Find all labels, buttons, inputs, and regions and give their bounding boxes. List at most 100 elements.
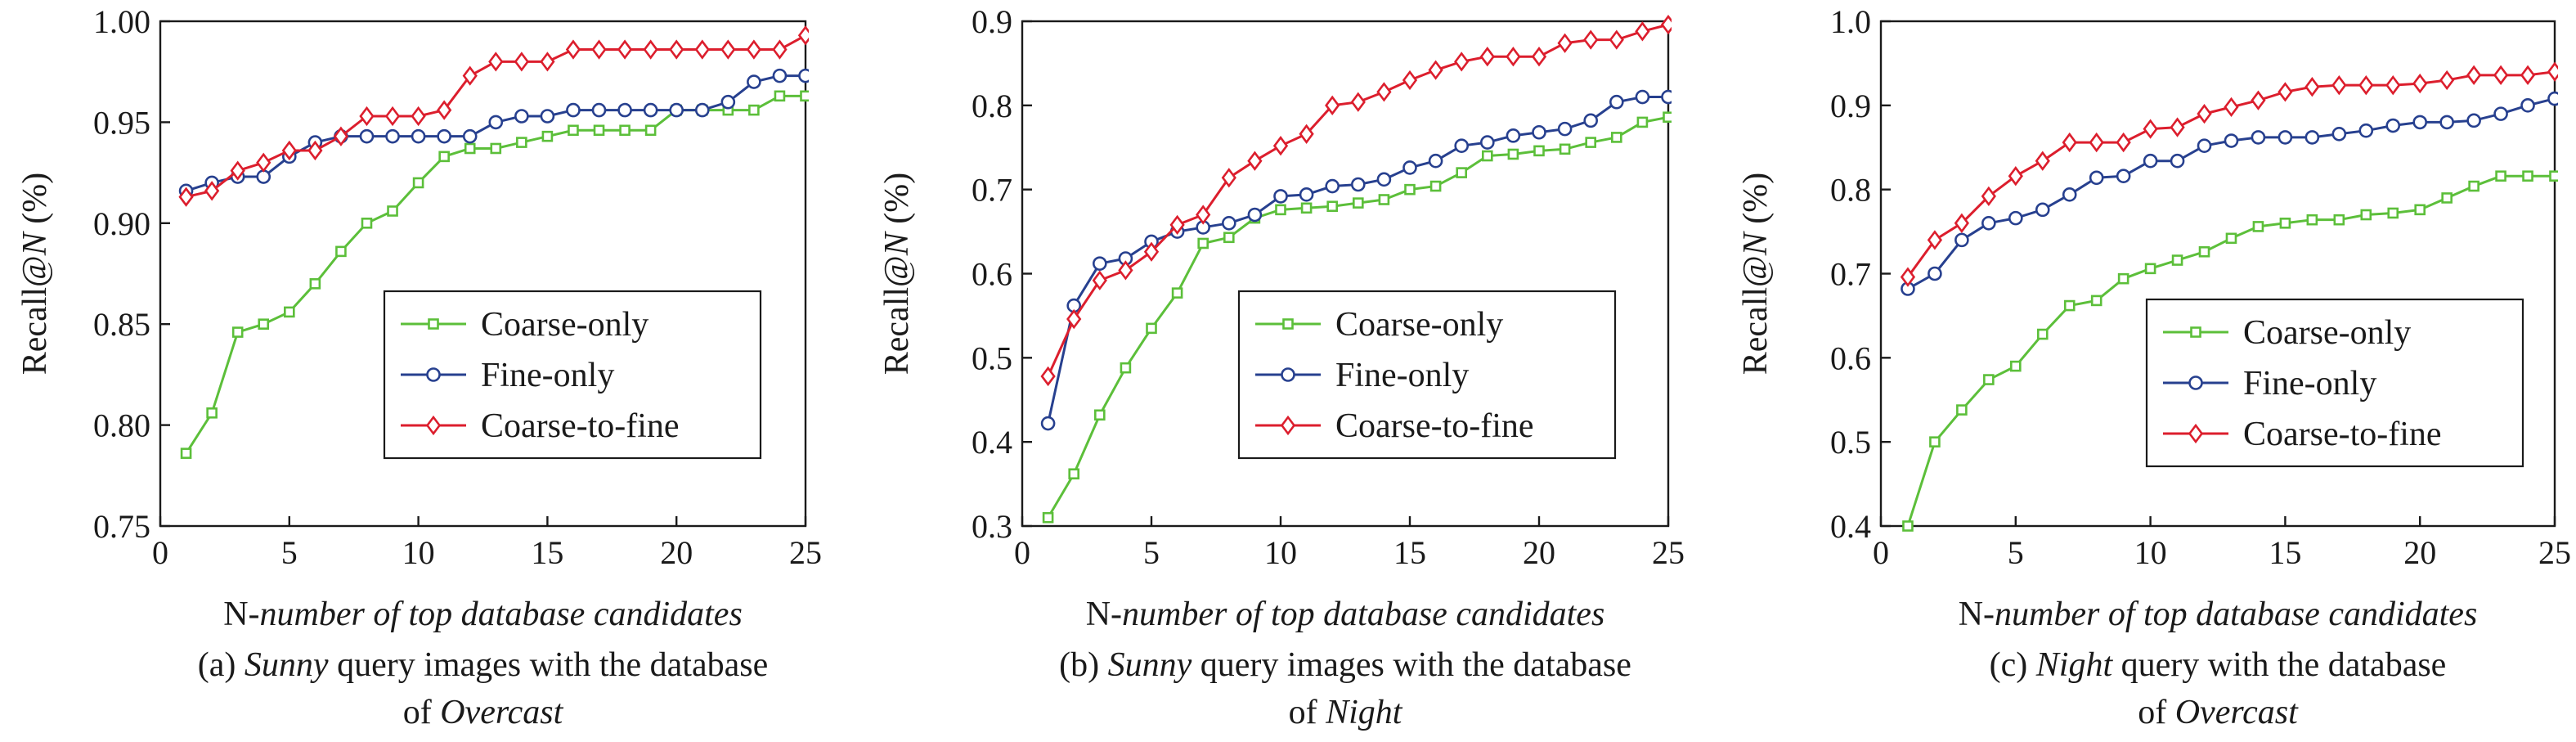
- series-coarse-to-fine: [1040, 14, 1672, 387]
- data-point: [1480, 135, 1495, 150]
- legend-label: Coarse-to-fine: [481, 407, 680, 445]
- y-tick-label: 0.90: [93, 205, 150, 242]
- legend-label: Fine-only: [1335, 357, 1469, 394]
- data-point: [359, 106, 375, 127]
- data-point: [2116, 169, 2131, 184]
- data-point: [488, 115, 504, 130]
- data-point: [2466, 113, 2481, 128]
- legend-label: Coarse-to-fine: [1335, 407, 1534, 445]
- legend: Coarse-only Fine-only Coarse-to-fine: [383, 290, 762, 460]
- x-tick-label: 25: [2538, 534, 2571, 571]
- legend-label: Coarse-only: [481, 306, 648, 344]
- data-point: [2278, 82, 2293, 102]
- data-point: [1325, 95, 1340, 115]
- data-point: [1635, 21, 1650, 42]
- data-point: [1299, 187, 1314, 202]
- caption-line-2: of Night: [1289, 694, 1403, 731]
- data-point: [2385, 118, 2401, 133]
- data-point: [411, 106, 426, 127]
- data-point: [438, 151, 450, 163]
- data-point: [1143, 241, 1160, 262]
- y-tick-label: 0.5: [972, 340, 1012, 376]
- series-fine-only: [1901, 91, 2558, 296]
- data-point: [2279, 217, 2291, 229]
- data-point: [1120, 362, 1132, 374]
- data-point: [1428, 60, 1443, 80]
- data-point: [1404, 183, 1416, 196]
- data-point: [178, 187, 194, 207]
- data-point: [619, 124, 631, 137]
- chart-panel-1: 0 5 10 15 20 25 0.75 0.80 0.85 0.90 0.95 1.00 Recall…: [16, 3, 822, 731]
- data-point: [1902, 520, 1914, 532]
- data-point: [1040, 366, 1056, 387]
- data-point: [540, 109, 555, 124]
- data-point: [2198, 245, 2210, 258]
- x-tick-label: 25: [1652, 534, 1685, 571]
- chart-panel-3: 0 5 10 15 20 25 0.4 0.5 0.6 0.7 0.8 0.9 1.0 Recall@N …: [1737, 3, 2571, 731]
- data-point: [1197, 237, 1209, 250]
- data-point: [2549, 170, 2558, 182]
- data-point: [720, 94, 736, 110]
- data-point: [231, 326, 244, 338]
- data-point: [2439, 70, 2455, 91]
- data-point: [2493, 65, 2509, 85]
- data-point: [797, 25, 809, 46]
- data-point: [1954, 213, 1970, 233]
- data-point: [2008, 166, 2023, 187]
- data-point: [1247, 207, 1263, 223]
- legend: Coarse-only Fine-only Coarse-to-fine: [1237, 290, 1617, 460]
- data-point: [694, 39, 710, 60]
- data-point: [307, 140, 323, 161]
- data-point: [2387, 207, 2399, 219]
- data-point: [2036, 328, 2049, 340]
- data-point: [1454, 52, 1470, 72]
- data-point: [385, 128, 400, 144]
- data-point: [281, 140, 297, 161]
- x-tick-label: 5: [281, 534, 298, 571]
- legend-marker: [2188, 423, 2204, 444]
- data-point: [643, 39, 658, 60]
- y-tick-label: 0.7: [1830, 256, 1871, 293]
- data-point: [2333, 214, 2345, 226]
- data-point: [1929, 436, 1941, 447]
- data-point: [774, 90, 786, 102]
- data-point: [1928, 266, 1942, 281]
- y-tick-label: 1.0: [1830, 3, 1871, 40]
- data-point: [1350, 92, 1366, 112]
- data-point: [1557, 33, 1573, 53]
- data-point: [333, 126, 349, 146]
- data-point: [1118, 260, 1133, 281]
- data-point: [1583, 113, 1598, 128]
- data-point: [1066, 308, 1082, 330]
- data-point: [2441, 192, 2453, 204]
- data-point: [464, 142, 476, 155]
- legend-label: Coarse-only: [1335, 306, 1503, 344]
- y-tick-label: 0.9: [1830, 88, 1871, 124]
- data-point: [746, 39, 762, 60]
- data-point: [1661, 89, 1672, 105]
- caption-line-1: (a) Sunny query images with the database: [198, 646, 768, 684]
- data-point: [1585, 137, 1596, 148]
- data-point: [1376, 172, 1392, 187]
- x-tick-label: 10: [1264, 534, 1297, 571]
- data-point: [1299, 124, 1314, 144]
- y-tick-label: 0.9: [972, 3, 1012, 40]
- series-line: [186, 74, 806, 192]
- x-axis-title: N-number of top database candidates: [223, 596, 743, 633]
- data-point: [1068, 468, 1079, 480]
- caption-line-2: of Overcast: [403, 694, 564, 731]
- data-point: [2197, 103, 2212, 124]
- data-point: [2116, 132, 2131, 153]
- data-point: [2010, 360, 2022, 372]
- data-point: [643, 102, 658, 118]
- data-point: [335, 245, 347, 258]
- data-point: [1325, 178, 1340, 194]
- legend-label: Fine-only: [481, 357, 614, 394]
- chart-panel-2: 0 5 10 15 20 25 0.3 0.4 0.5 0.6 0.7 0.8 0.9 Recall@N …: [878, 3, 1685, 731]
- y-tick-label: 0.6: [1830, 340, 1871, 376]
- data-point: [2331, 126, 2347, 142]
- data-point: [2035, 151, 2050, 171]
- data-point: [2468, 180, 2480, 192]
- data-point: [1983, 374, 1995, 385]
